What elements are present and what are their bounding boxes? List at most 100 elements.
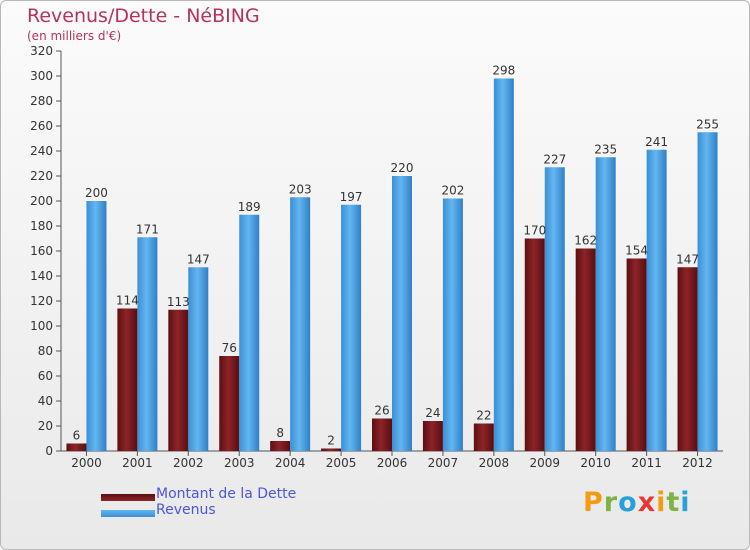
x-tick-label: 2008: [479, 456, 510, 470]
bar-revenus: [442, 198, 463, 451]
data-label-revenus: 235: [594, 142, 617, 156]
legend-label-revenus: Revenus: [156, 502, 216, 518]
data-label-revenus: 171: [136, 222, 159, 236]
bar-revenus: [188, 267, 209, 451]
data-label-revenus: 227: [543, 152, 566, 166]
bar-revenus: [595, 157, 616, 451]
data-label-debt: 114: [116, 294, 139, 308]
y-tick-label: 20: [38, 419, 53, 433]
y-tick-label: 260: [30, 119, 53, 133]
data-label-debt: 76: [222, 341, 237, 355]
data-label-debt: 2: [327, 434, 335, 448]
y-tick-label: 120: [30, 294, 53, 308]
y-axis: 0 20 40 60 80 100 120 140 160 180 200 220 240 260 280 3…: [30, 44, 62, 458]
bar-revenus: [341, 204, 362, 451]
y-tick-label: 220: [30, 169, 53, 183]
y-tick-label: 320: [30, 44, 53, 58]
bar-debt: [321, 448, 342, 451]
bar-debt: [219, 356, 240, 451]
bar-debt: [168, 309, 189, 451]
x-tick-label: 2011: [631, 456, 662, 470]
logo-letter: P: [583, 487, 604, 518]
bar-revenus: [646, 149, 667, 451]
bar-revenus: [86, 201, 107, 451]
y-tick-label: 280: [30, 94, 53, 108]
y-tick-label: 200: [30, 194, 53, 208]
x-tick-label: 2003: [224, 456, 255, 470]
bar-revenus: [493, 78, 514, 451]
bar-revenus: [697, 132, 718, 451]
y-tick-label: 100: [30, 319, 53, 333]
data-labels: 6 114 113 76 8 2 26 24 22 170 162 154 147 200 171 147 18…: [73, 64, 719, 448]
data-label-debt: 6: [73, 429, 81, 443]
data-label-debt: 170: [523, 224, 546, 238]
logo-letter: i: [656, 487, 667, 518]
y-tick-label: 300: [30, 69, 53, 83]
x-tick-label: 2004: [275, 456, 306, 470]
bar-debt: [270, 441, 291, 451]
bar-debt: [626, 258, 647, 451]
data-label-revenus: 298: [492, 64, 515, 78]
y-tick-label: 140: [30, 269, 53, 283]
bar-revenus: [290, 197, 311, 451]
logo-letter: t: [666, 487, 681, 518]
data-label-debt: 113: [167, 295, 190, 309]
data-label-debt: 162: [574, 234, 597, 248]
proxiti-logo: Proxiti: [583, 487, 691, 518]
data-label-revenus: 189: [238, 200, 261, 214]
x-tick-label: 2005: [326, 456, 357, 470]
bar-debt: [372, 418, 392, 451]
bar-revenus: [392, 176, 412, 451]
y-tick-label: 80: [38, 344, 53, 358]
y-tick-label: 40: [38, 394, 53, 408]
data-label-debt: 147: [676, 252, 699, 266]
legend-swatch-revenus: [101, 510, 155, 517]
bar-debt: [117, 308, 138, 451]
y-tick-label: 60: [38, 369, 53, 383]
logo-letter: o: [618, 487, 638, 518]
data-label-revenus: 241: [645, 135, 668, 149]
y-tick-label: 240: [30, 144, 53, 158]
legend-swatch-debt: [101, 494, 155, 501]
y-tick-label: 160: [30, 244, 53, 258]
x-tick-label: 2009: [529, 456, 560, 470]
data-label-revenus: 220: [391, 161, 414, 175]
legend-label-debt: Montant de la Dette: [156, 486, 297, 502]
y-tick-label: 180: [30, 219, 53, 233]
data-label-revenus: 147: [187, 252, 210, 266]
y-tick-label: 0: [45, 444, 53, 458]
bar-debt: [575, 248, 596, 451]
data-label-debt: 154: [625, 244, 648, 258]
data-label-debt: 24: [425, 406, 440, 420]
logo-letter: r: [603, 487, 619, 518]
data-label-revenus: 200: [85, 186, 108, 200]
logo-letter: i: [680, 487, 691, 518]
data-label-revenus: 197: [340, 190, 363, 204]
data-label-debt: 8: [276, 426, 284, 440]
x-tick-label: 2007: [428, 456, 459, 470]
bar-debt: [677, 267, 698, 451]
x-tick-label: 2010: [580, 456, 611, 470]
x-tick-label: 2012: [682, 456, 713, 470]
bar-revenus: [137, 237, 158, 451]
bar-revenus: [544, 167, 565, 451]
bar-debt: [66, 443, 87, 451]
bar-debt: [524, 238, 545, 451]
x-tick-label: 2002: [173, 456, 204, 470]
bar-revenus: [239, 214, 260, 451]
data-label-debt: 22: [476, 409, 491, 423]
bar-debt: [422, 421, 443, 451]
data-label-revenus: 203: [289, 182, 312, 196]
bar-debt: [473, 423, 494, 451]
chart-title: Revenus/Dette - NéBING: [27, 5, 260, 27]
x-tick-label: 2006: [377, 456, 408, 470]
logo-letter: x: [637, 487, 657, 518]
bars: [66, 78, 718, 451]
data-label-revenus: 255: [696, 117, 719, 131]
x-tick-label: 2000: [71, 456, 102, 470]
data-label-debt: 26: [374, 404, 389, 418]
x-axis: 2000 2001 2002 2003 2004 2005 2006 2007 2008 2009…: [61, 450, 723, 470]
x-tick-label: 2001: [122, 456, 153, 470]
